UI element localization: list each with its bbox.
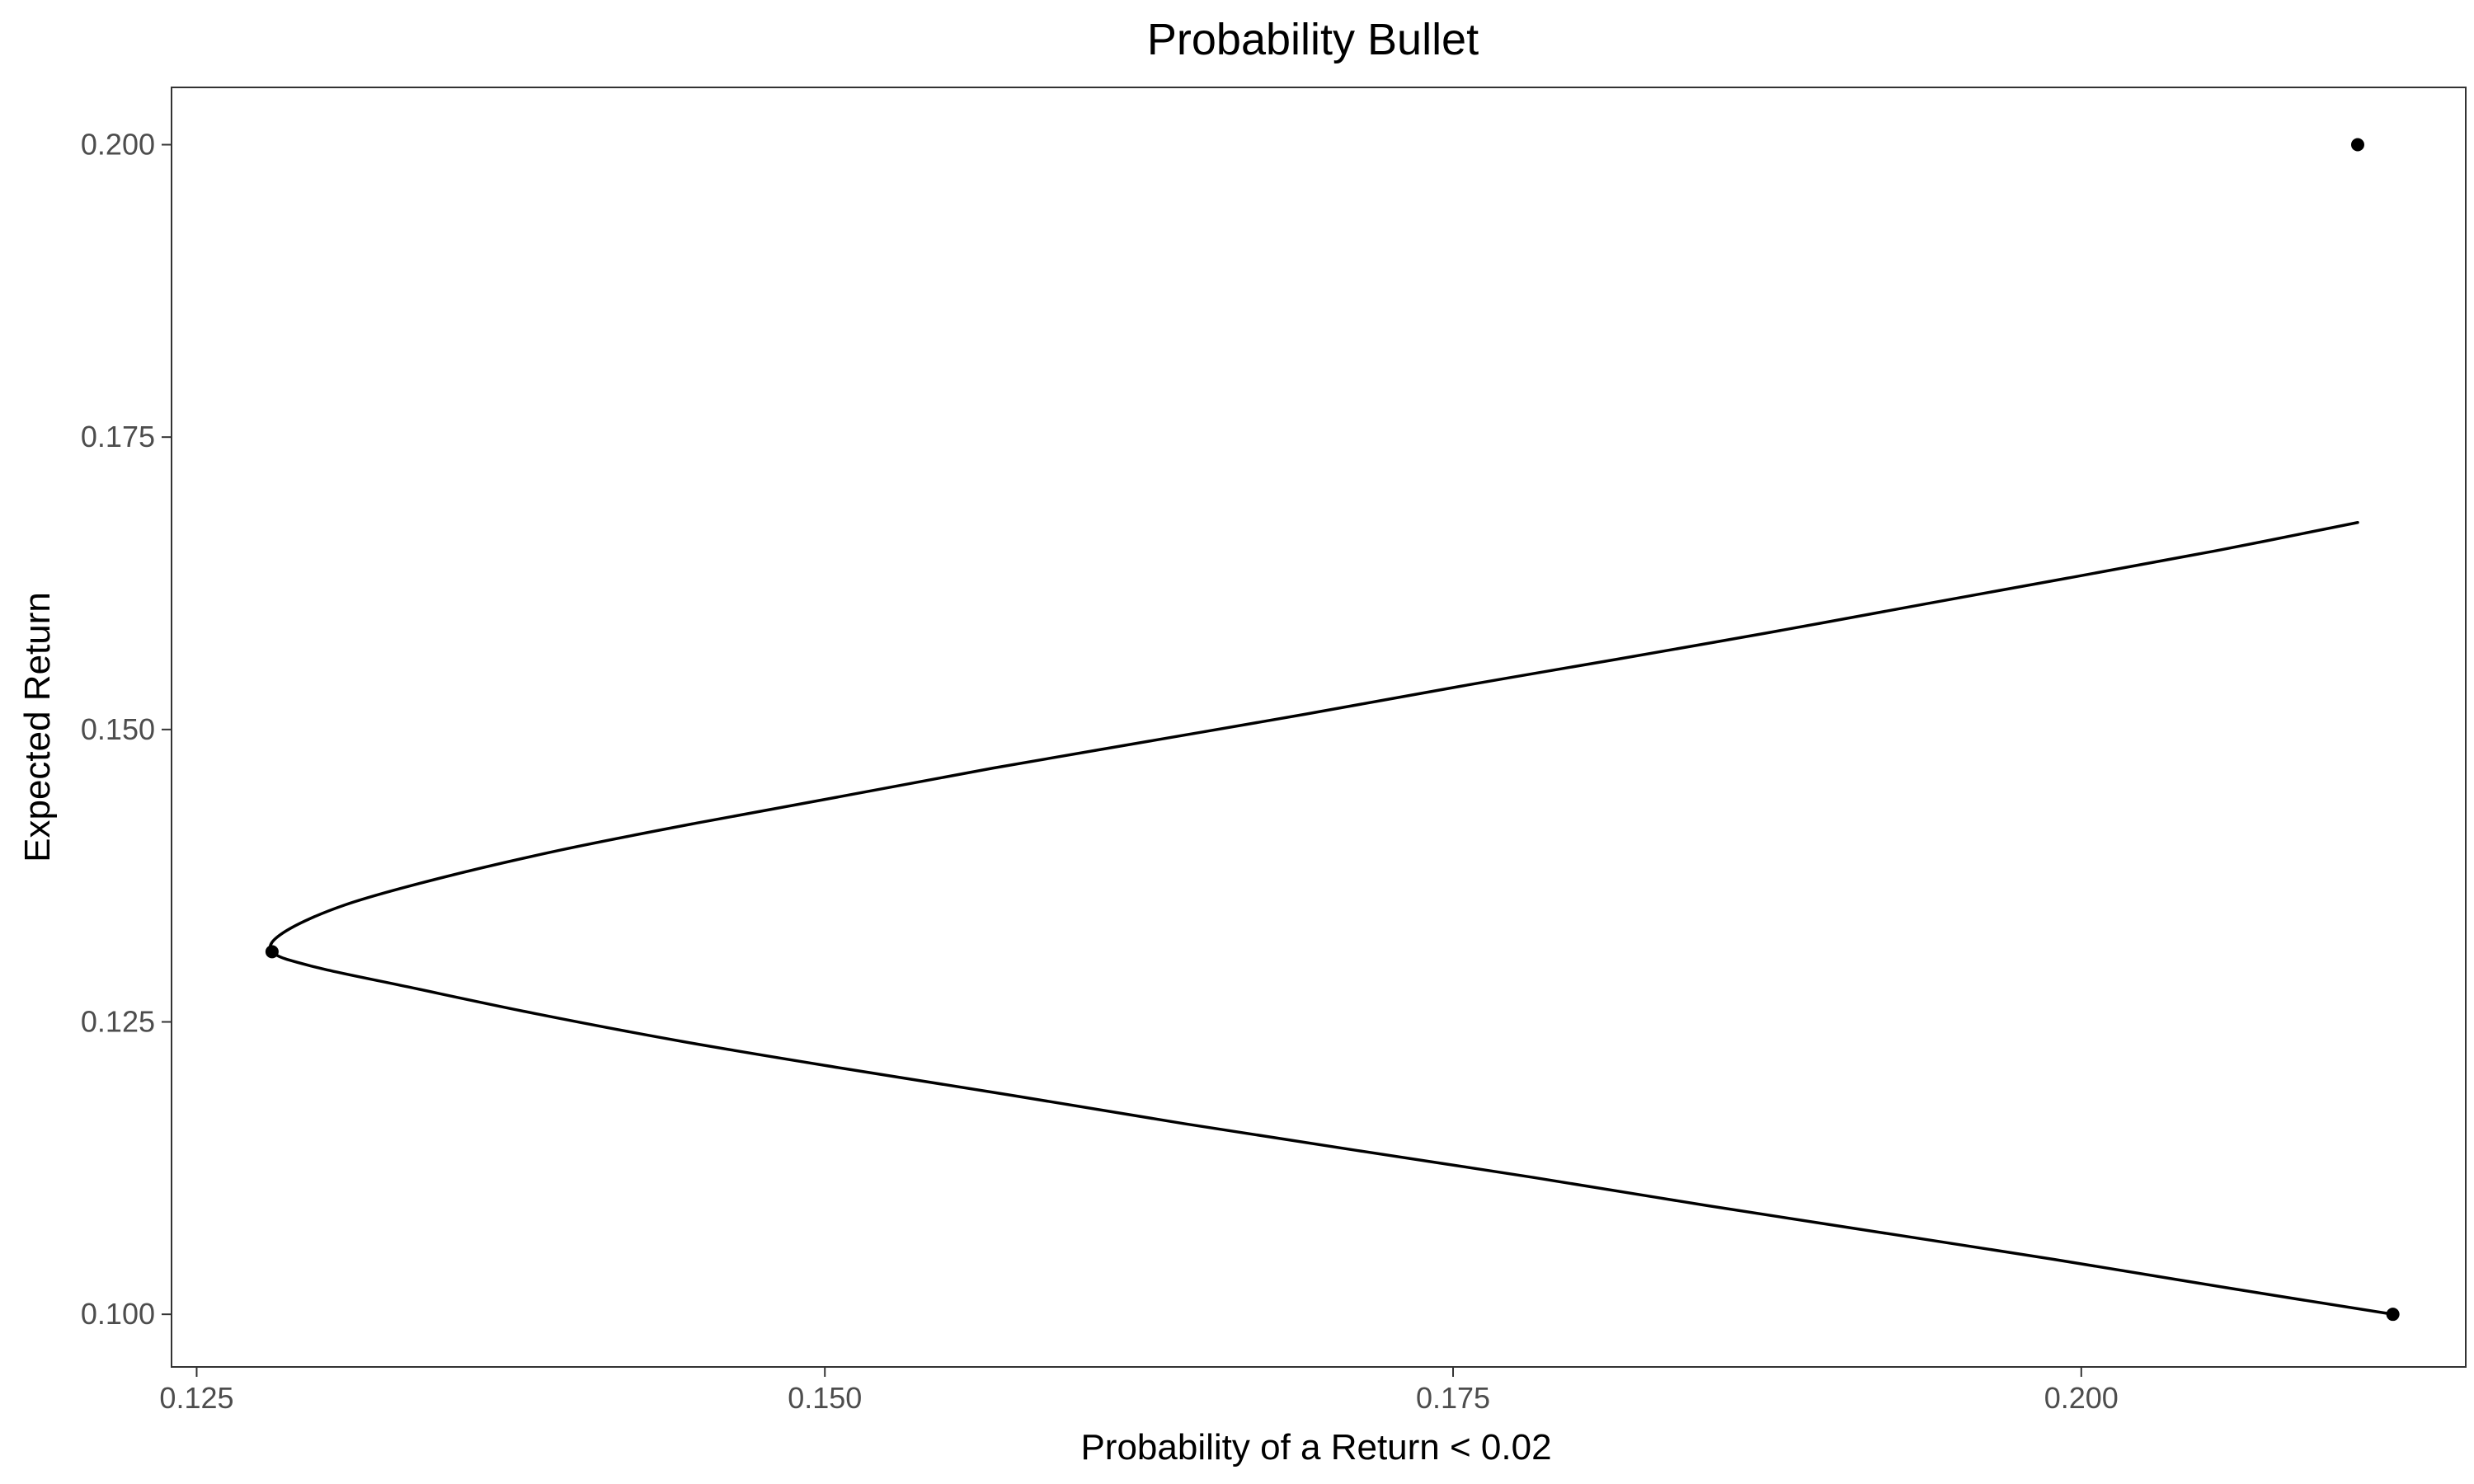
endpoint-markers [265,138,2400,1322]
data-point [2386,1308,2400,1322]
y-tick-label: 0.150 [81,712,155,746]
y-tick-label: 0.100 [81,1297,155,1331]
data-point [2350,138,2364,152]
series-line [268,520,2395,1316]
x-tick-label: 0.125 [159,1381,233,1415]
data-point [265,945,279,959]
y-axis-title: Expected Return [17,592,58,862]
plot-panel [171,87,2467,1368]
x-tick-label: 0.175 [1416,1381,1490,1415]
y-tick-label: 0.175 [81,420,155,453]
y-tick-label: 0.125 [81,1004,155,1038]
x-axis: 0.125 0.150 0.175 0.200 [159,1367,2119,1415]
x-tick-label: 0.200 [2044,1381,2119,1415]
x-tick-label: 0.150 [788,1381,862,1415]
chart-title: Probability Bullet [1147,15,1479,64]
x-axis-title: Probability of a Return < 0.02 [1080,1427,1551,1468]
y-tick-label: 0.200 [81,128,155,162]
y-axis: 0.100 0.125 0.150 0.175 0.200 [81,128,172,1331]
